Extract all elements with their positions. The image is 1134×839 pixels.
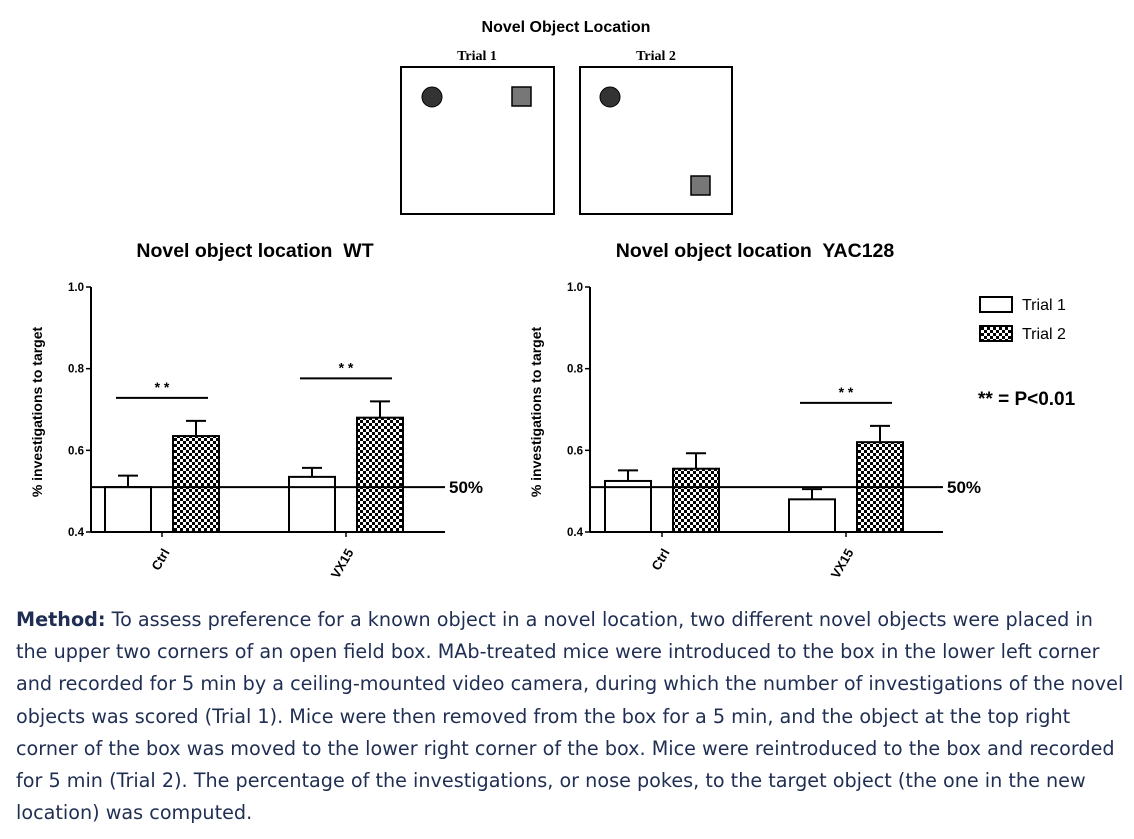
bar-vx15-trial-1: [788, 498, 836, 534]
y-tick-label: 1.0: [68, 282, 84, 294]
y-tick-label: 0.8: [567, 364, 584, 376]
bar-ctrl-trial-1: [604, 479, 652, 534]
y-axis-label-yac128: % investigations to target: [528, 326, 544, 497]
bar-ctrl-trial-1: [104, 486, 152, 534]
chart-yac128: Ctrl VX15 0.4 0.6 0.8 1.0 50% * *: [567, 282, 981, 581]
open-field-box-trial-2: [579, 66, 733, 215]
method-label: Method:: [16, 608, 106, 631]
legend-swatch-trial-1: [979, 296, 1013, 313]
bar-ctrl-trial-2: [672, 467, 720, 534]
figure: Novel Object Location Trial 1 Trial 2 No…: [29, 19, 1076, 581]
reference-line-label: 50%: [947, 478, 981, 497]
x-tick-label: Ctrl: [148, 546, 172, 573]
open-field-box-trial-1: [400, 66, 555, 215]
reference-line-label: 50%: [449, 478, 483, 497]
chart-title-wt: Novel object location WT: [136, 240, 373, 262]
square-object-trial-2: [690, 175, 711, 196]
y-tick-label: 0.4: [68, 527, 85, 539]
x-tick-label: VX15: [328, 546, 357, 581]
legend: Trial 1 Trial 2: [979, 296, 1066, 343]
significance-note: ** = P<0.01: [978, 389, 1076, 410]
y-tick-label: 0.6: [567, 445, 583, 457]
legend-swatch-trial-2: [979, 325, 1013, 342]
square-object-trial-1: [511, 86, 532, 107]
x-tick-label: Ctrl: [648, 546, 672, 573]
x-tick-label: VX15: [828, 546, 857, 581]
chart-wt: Ctrl VX15 0.4 0.6 0.8 1.0 50% * * * *: [68, 282, 483, 581]
chart-title-yac128: Novel object location YAC128: [616, 240, 895, 262]
y-tick-label: 0.4: [567, 527, 584, 539]
significance-stars-vx15: * *: [839, 384, 854, 400]
bar-vx15-trial-2: [356, 416, 404, 533]
schematic-title: Novel Object Location: [482, 19, 651, 36]
method-text: To assess preference for a known object …: [16, 608, 1124, 825]
circle-object-trial-2: [599, 86, 621, 108]
bar-ctrl-trial-2: [172, 435, 220, 533]
y-tick-label: 0.6: [68, 445, 84, 457]
y-tick-label: 1.0: [567, 282, 583, 294]
bar-vx15-trial-1: [288, 475, 336, 533]
method-paragraph: Method: To assess preference for a known…: [16, 604, 1126, 829]
y-axis-label-wt: % investigations to target: [29, 326, 45, 497]
trial-1-label: Trial 1: [457, 49, 497, 64]
significance-stars-ctrl: * *: [155, 379, 170, 395]
circle-object-trial-1: [421, 86, 443, 108]
trial-2-label: Trial 2: [636, 49, 676, 64]
legend-label-trial-2: Trial 2: [1022, 326, 1066, 343]
y-tick-label: 0.8: [68, 364, 85, 376]
significance-stars-vx15: * *: [339, 359, 354, 375]
legend-label-trial-1: Trial 1: [1022, 297, 1066, 314]
